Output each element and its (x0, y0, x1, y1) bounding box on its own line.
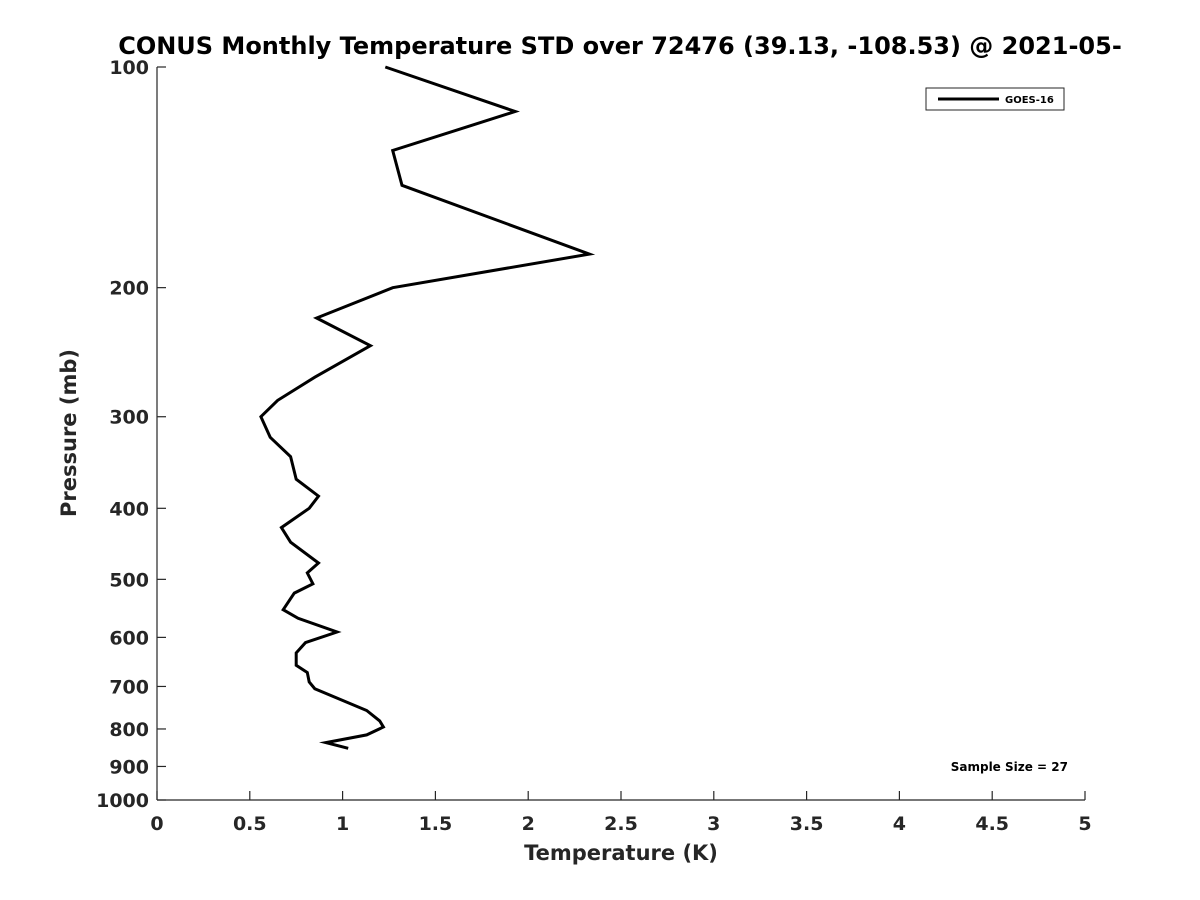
sample-size-annotation: Sample Size = 27 (951, 760, 1068, 774)
legend-label-goes-16: GOES-16 (1005, 95, 1054, 106)
y-tick-label: 100 (109, 57, 149, 79)
y-tick-label: 400 (109, 498, 149, 520)
x-tick-label: 0 (150, 813, 163, 835)
y-tick-label: 900 (109, 756, 149, 778)
x-tick-label: 3 (707, 813, 720, 835)
x-tick-label: 5 (1078, 813, 1091, 835)
series-line-goes-16 (259, 65, 596, 750)
y-tick-label: 200 (109, 278, 149, 300)
chart-title: CONUS Monthly Temperature STD over 72476… (118, 32, 1122, 60)
y-ticks: 100 200 300 400 500 600 700 800 900 1000 (96, 57, 166, 812)
y-tick-label: 800 (109, 719, 149, 741)
y-tick-label: 1000 (96, 790, 149, 812)
y-tick-label: 600 (109, 627, 149, 649)
y-tick-label: 300 (109, 407, 149, 429)
x-tick-label: 2.5 (604, 813, 638, 835)
y-axis-label: Pressure (mb) (57, 349, 81, 517)
series-lines (259, 65, 596, 750)
y-tick-label: 700 (109, 676, 149, 698)
x-tick-label: 4.5 (975, 813, 1009, 835)
legend: GOES-16 (925, 87, 1065, 111)
x-tick-label: 0.5 (233, 813, 267, 835)
y-tick-label: 500 (109, 569, 149, 591)
x-ticks: 0 0.5 1 1.5 2 2.5 3 3.5 4 4.5 5 (150, 791, 1092, 835)
x-tick-label: 4 (893, 813, 906, 835)
x-tick-label: 2 (522, 813, 535, 835)
x-axis-label: Temperature (K) (524, 841, 718, 865)
x-tick-label: 1.5 (419, 813, 453, 835)
x-tick-label: 1 (336, 813, 349, 835)
x-tick-label: 3.5 (790, 813, 824, 835)
